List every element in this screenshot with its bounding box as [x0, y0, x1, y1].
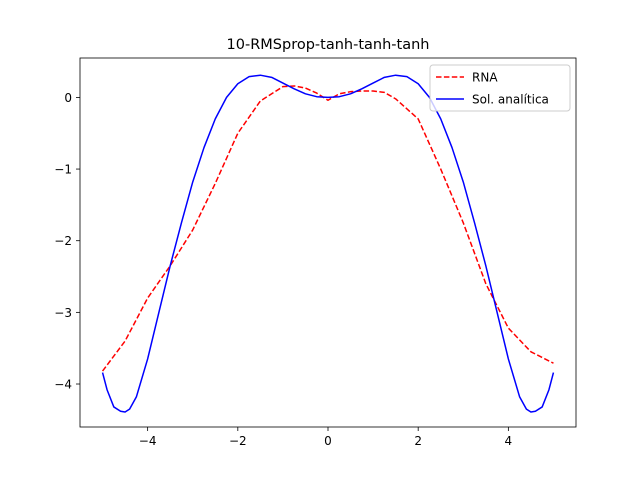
x-tick-label: −2 [229, 434, 247, 448]
y-tick-label: −1 [54, 163, 72, 177]
legend-label-1: RNA [472, 71, 498, 85]
plot-area [101, 74, 555, 413]
x-tick-label: −4 [139, 434, 157, 448]
y-tick-label: −3 [54, 306, 72, 320]
y-tick-label: −4 [54, 378, 72, 392]
y-tick-label: 0 [64, 91, 72, 105]
x-tick-label: 0 [324, 434, 332, 448]
axes: −4 −2 0 2 4 −4 −3 −2 −1 0 [54, 57, 577, 448]
chart-title: 10-RMSprop-tanh-tanh-tanh [227, 37, 430, 53]
legend-label-2: Sol. analítica [472, 93, 549, 107]
x-tick-label: 2 [414, 434, 422, 448]
legend-box [429, 64, 571, 112]
x-tick-label: 4 [505, 434, 513, 448]
y-tick-label: −2 [54, 234, 72, 248]
legend: RNA Sol. analítica [429, 64, 571, 112]
series-line-2 [101, 74, 555, 413]
